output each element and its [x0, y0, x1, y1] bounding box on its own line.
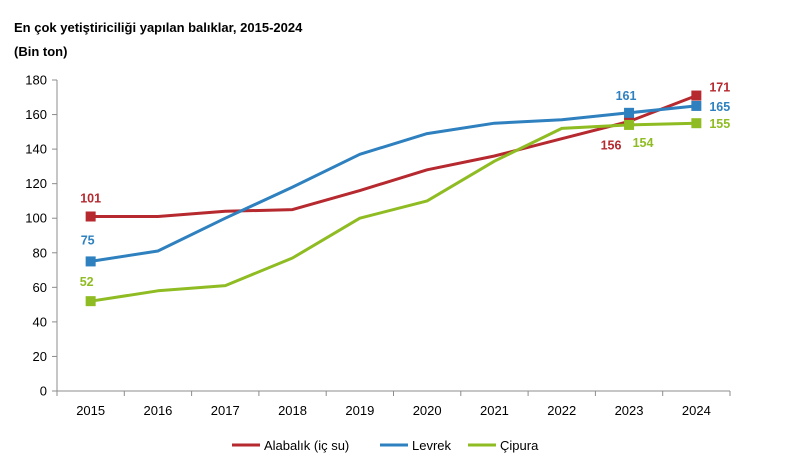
y-tick-label: 80: [33, 245, 47, 260]
series-line-0: [89, 94, 698, 218]
x-tick-label: 2018: [278, 403, 307, 418]
legend-label-1: Levrek: [412, 438, 452, 453]
data-label-1: 75: [81, 233, 95, 247]
x-tick-label: 2016: [143, 403, 172, 418]
data-marker-0: [691, 90, 702, 101]
data-label-0: 156: [601, 138, 622, 152]
y-tick-label: 120: [25, 176, 47, 191]
data-marker-0: [85, 211, 96, 222]
data-marker-2: [624, 119, 635, 130]
data-label-1: 165: [709, 100, 730, 114]
data-label-0: 101: [80, 191, 101, 205]
y-tick-label: 60: [33, 280, 47, 295]
y-tick-label: 160: [25, 107, 47, 122]
x-tick-label: 2020: [413, 403, 442, 418]
y-tick-label: 0: [40, 384, 47, 399]
data-label-2: 154: [633, 136, 654, 150]
x-tick-label: 2021: [480, 403, 509, 418]
data-label-1: 161: [616, 89, 637, 103]
x-tick-label: 2019: [345, 403, 374, 418]
x-tick-label: 2017: [211, 403, 240, 418]
y-tick-label: 140: [25, 142, 47, 157]
data-label-2: 52: [80, 275, 94, 289]
x-tick-label: 2022: [547, 403, 576, 418]
chart-title: En çok yetiştiriciliği yapılan balıklar,…: [14, 20, 303, 35]
data-marker-2: [691, 118, 702, 129]
y-tick-label: 20: [33, 349, 47, 364]
data-marker-1: [624, 107, 635, 118]
data-label-0: 171: [709, 81, 730, 95]
y-tick-label: 180: [25, 73, 47, 88]
chart-subtitle: (Bin ton): [14, 44, 68, 59]
x-tick-label: 2024: [682, 403, 711, 418]
legend-label-0: Alabalık (iç su): [264, 438, 349, 453]
y-tick-label: 40: [33, 314, 47, 329]
data-marker-2: [85, 296, 96, 307]
series-line-2: [89, 121, 698, 303]
y-tick-label: 100: [25, 211, 47, 226]
data-marker-1: [85, 256, 96, 267]
data-marker-1: [691, 100, 702, 111]
x-tick-label: 2015: [76, 403, 105, 418]
series-line-1: [89, 104, 698, 263]
x-tick-label: 2023: [615, 403, 644, 418]
legend-label-2: Çipura: [500, 438, 539, 453]
data-label-2: 155: [709, 117, 730, 131]
